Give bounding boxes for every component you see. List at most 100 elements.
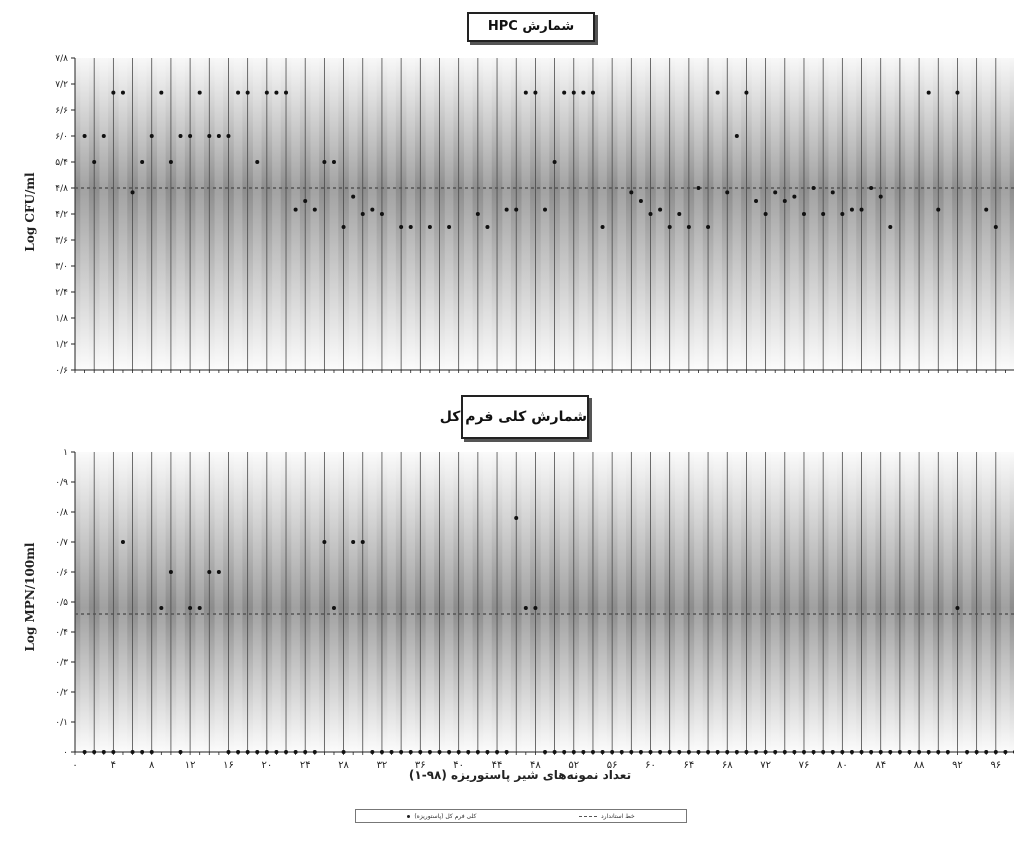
coliform-data-point (437, 750, 442, 754)
hpc-data-point (686, 225, 691, 229)
legend-standard-label: خط استاندارد (600, 812, 635, 820)
hpc-data-point (149, 134, 154, 138)
hpc-data-point (197, 90, 202, 95)
hpc-data-point (715, 90, 720, 95)
coliform-stripe (694, 452, 703, 752)
coliform-data-point (533, 606, 538, 610)
coliform-data-point (140, 750, 145, 754)
coliform-stripe (348, 452, 358, 752)
coliform-stripe (387, 452, 396, 752)
hpc-stripe (118, 58, 128, 370)
coliform-data-point (447, 750, 452, 754)
coliform-data-point (667, 750, 672, 754)
hpc-stripe (617, 58, 627, 370)
hpc-data-point (677, 212, 682, 216)
coliform-stripe (502, 452, 511, 752)
hpc-data-point (312, 207, 317, 212)
coliform-data-point (284, 750, 289, 754)
hpc-stripe (655, 58, 665, 370)
hpc-data-point (984, 207, 989, 212)
coliform-stripe (157, 452, 166, 752)
hpc-stripe (387, 58, 396, 370)
coliform-data-point (801, 750, 806, 754)
coliform-data-point (82, 750, 87, 754)
coliform-chart-title: شمارش کلی فرم کل (440, 395, 589, 439)
coliform-x-tick-label: ۸ (149, 760, 155, 771)
hpc-data-point (427, 225, 432, 229)
coliform-stripe (847, 452, 857, 752)
hpc-data-point (322, 160, 327, 164)
coliform-stripe (790, 452, 799, 752)
hpc-stripe (732, 58, 742, 370)
coliform-data-point (600, 750, 605, 754)
coliform-x-tick-label: ۹۶ (990, 760, 1001, 771)
coliform-data-point (370, 750, 375, 754)
coliform-data-point (485, 750, 490, 754)
hpc-data-point (360, 212, 365, 216)
coliform-y-tick-label: ۰/۴ (55, 628, 68, 638)
coliform-data-point (648, 750, 653, 754)
coliform-data-point (965, 750, 970, 754)
hpc-y-tick-label: ۱/۲ (55, 340, 68, 350)
hpc-stripe (636, 58, 646, 370)
hpc-data-point (658, 207, 663, 212)
coliform-x-tick-label: ۴۸ (530, 760, 541, 771)
hpc-data-point (168, 160, 173, 164)
hpc-y-axis-label: Log CFU/ml (23, 172, 37, 252)
hpc-stripe (99, 58, 109, 370)
hpc-y-tick-label: ۴/۸ (55, 184, 68, 194)
coliform-x-tick-label: ۲۰ (261, 760, 272, 771)
hpc-y-tick-label: ۲/۴ (55, 288, 68, 298)
hpc-data-point (504, 207, 509, 212)
hpc-stripe (176, 58, 185, 370)
coliform-x-tick-label: ۶۰ (645, 760, 656, 771)
hpc-data-point (955, 90, 960, 95)
coliform-data-point (504, 750, 509, 754)
coliform-data-point (101, 750, 106, 754)
hpc-data-point (274, 90, 279, 95)
coliform-data-point (226, 750, 231, 754)
hpc-data-point (408, 225, 413, 229)
coliform-data-point (427, 750, 432, 754)
hpc-y-tick-label: ۶/۰ (55, 132, 68, 142)
hpc-stripe (809, 58, 818, 370)
hpc-data-point (821, 212, 826, 216)
coliform-data-point (859, 750, 864, 754)
coliform-data-point (130, 750, 135, 754)
coliform-stripe (233, 452, 243, 752)
coliform-data-point (178, 750, 183, 754)
hpc-stripe (694, 58, 703, 370)
coliform-x-tick-label: ۱۲ (185, 760, 196, 771)
coliform-stripe (521, 452, 531, 752)
hpc-data-point (878, 194, 883, 199)
coliform-data-point (725, 750, 730, 754)
hpc-y-tick-label: ۴/۲ (55, 210, 68, 220)
hpc-stripe (521, 58, 531, 370)
hpc-stripe (463, 58, 473, 370)
hpc-data-point (216, 134, 221, 138)
hpc-stripe (502, 58, 511, 370)
hpc-y-tick-label: ۳/۰ (55, 262, 68, 272)
hpc-stripe (924, 58, 933, 370)
coliform-stripe (905, 452, 914, 752)
coliform-stripe (425, 452, 435, 752)
coliform-stripe (866, 452, 876, 752)
coliform-data-point (408, 750, 413, 754)
hpc-plot-area (75, 58, 1014, 370)
hpc-data-point (706, 225, 711, 229)
coliform-stripe (118, 452, 128, 752)
coliform-x-tick-label: ۳۲ (377, 760, 388, 771)
coliform-data-point (581, 750, 586, 754)
hpc-data-point (236, 90, 241, 95)
hpc-data-point (523, 90, 528, 95)
hpc-stripe (847, 58, 857, 370)
coliform-x-tick-label: ۱۶ (223, 760, 234, 771)
hpc-stripe (943, 58, 953, 370)
hpc-data-point (840, 212, 845, 216)
coliform-stripe (176, 452, 185, 752)
coliform-chart: ۰۰/۱۰/۲۰/۳۰/۴۰/۵۰/۶۰/۷۰/۸۰/۹۱۰ ۴ ۸ ۱۲ ۱۶ ۲۰ ۲۴… (55, 448, 1014, 771)
hpc-data-point (207, 134, 212, 138)
coliform-data-point (562, 750, 567, 754)
coliform-data-point (773, 750, 778, 754)
